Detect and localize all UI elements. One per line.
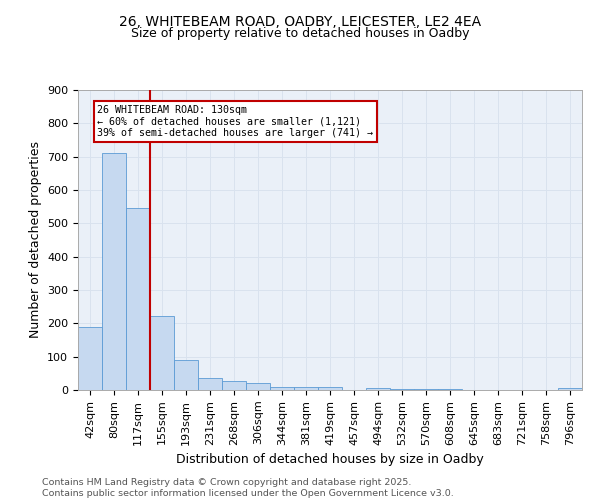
Y-axis label: Number of detached properties: Number of detached properties: [29, 142, 41, 338]
Bar: [222, 380, 246, 390]
Text: 26 WHITEBEAM ROAD: 130sqm
← 60% of detached houses are smaller (1,121)
39% of se: 26 WHITEBEAM ROAD: 130sqm ← 60% of detac…: [97, 105, 373, 138]
Bar: [150, 316, 174, 390]
Text: Contains HM Land Registry data © Crown copyright and database right 2025.
Contai: Contains HM Land Registry data © Crown c…: [42, 478, 454, 498]
Bar: [438, 389, 462, 390]
Bar: [78, 326, 102, 390]
Bar: [174, 360, 198, 390]
Text: 26, WHITEBEAM ROAD, OADBY, LEICESTER, LE2 4EA: 26, WHITEBEAM ROAD, OADBY, LEICESTER, LE…: [119, 15, 481, 29]
Bar: [126, 208, 150, 390]
Bar: [366, 388, 390, 390]
Bar: [270, 386, 294, 390]
Bar: [246, 384, 270, 390]
Bar: [390, 389, 414, 390]
Bar: [294, 386, 318, 390]
Bar: [318, 388, 342, 390]
X-axis label: Distribution of detached houses by size in Oadby: Distribution of detached houses by size …: [176, 453, 484, 466]
Bar: [198, 378, 222, 390]
Bar: [102, 154, 126, 390]
Bar: [558, 388, 582, 390]
Text: Size of property relative to detached houses in Oadby: Size of property relative to detached ho…: [131, 28, 469, 40]
